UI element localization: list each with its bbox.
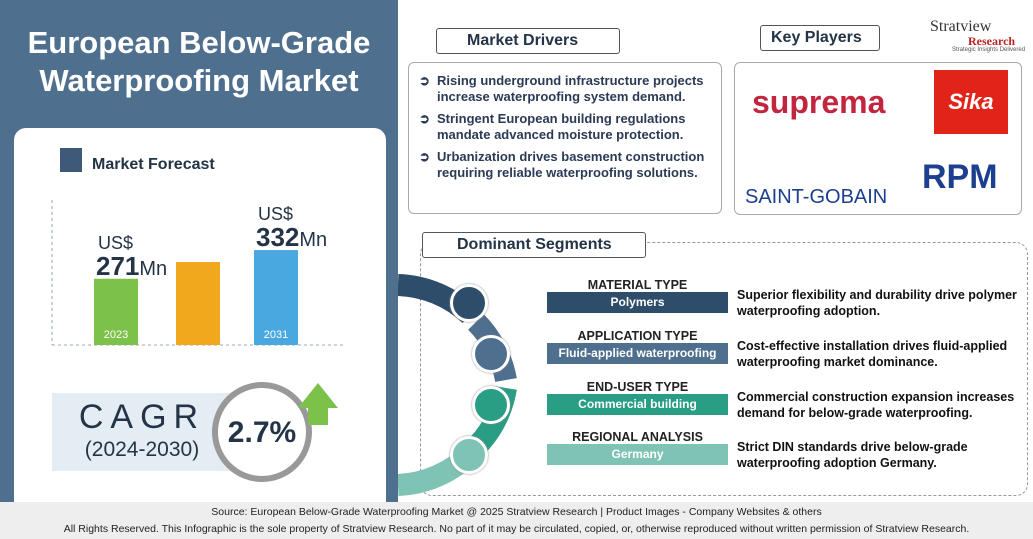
chart-icon [60,148,82,172]
currency: US$ [98,232,134,253]
bar-value: 332Mn [256,222,328,253]
segment-type: REGIONAL ANALYSIS [572,430,703,444]
bar-value: 271Mn [96,250,168,281]
arrow-icon [298,383,338,425]
source: Source: European Below-Grade Waterproofi… [211,506,822,518]
segment-value: Polymers [547,292,728,313]
segment-value: Germany [547,444,728,465]
forecast-heading: Market Forecast [92,156,215,173]
logo: suprema [752,84,886,120]
cagr-value: 2.7% [227,416,297,449]
segment-icon [472,335,510,373]
currency: US$ [258,204,294,225]
forecast-chart [51,148,345,482]
segment-value: Fluid-applied waterproofing [547,343,728,364]
segment-text: Commercial construction expansion increa… [737,390,1015,420]
logo: SAINT-GOBAIN [745,186,888,208]
segment-value: Commercial building [547,394,728,415]
logos-box [734,62,1022,215]
segment-type: MATERIAL TYPE [587,278,688,292]
cagr-box [52,393,232,471]
footer [0,502,1033,539]
segment-text: Cost-effective installation drives fluid… [737,339,1008,369]
segment-icon [450,436,488,474]
segment-type: END-USER TYPE [586,380,689,394]
cagr-ring [212,382,312,482]
unit: Mn [139,257,168,280]
players-heading: Key Players [760,25,880,51]
driver-item: Rising underground infrastructure projec… [415,73,715,105]
bar [254,250,298,345]
segments-outline [420,242,1028,496]
title: European Below-Grade Waterproofing Marke… [27,25,371,98]
segment-text: Superior flexibility and durability driv… [737,288,1017,318]
drivers-box: Rising underground infrastructure projec… [408,62,722,214]
driver-item: Stringent European building regulations … [415,111,715,143]
cagr-label: CAGR [78,398,206,436]
brand-tagline: Strategic Insights Delivered [952,47,1026,53]
bar-year: 2031 [263,329,289,341]
bar [94,278,138,345]
bar [176,262,220,345]
brand-name: Stratview [930,18,992,35]
bar-year: 2023 [103,329,129,341]
rights: All Rights Reserved. This Infographic is… [63,523,970,535]
segment-type: APPLICATION TYPE [577,329,698,343]
cagr-period: (2024-2030) [84,438,200,461]
drivers-heading: Market Drivers [436,28,620,54]
unit: Mn [299,229,328,252]
logo: RPM [922,158,998,196]
segment-icon [472,386,510,424]
segments-heading: Dominant Segments [422,232,646,258]
brand-sub: Research [968,34,1016,48]
logo: Sika [934,70,1008,134]
driver-item: Urbanization drives basement constructio… [415,149,715,181]
segment-text: Strict DIN standards drive below-grade w… [737,440,968,470]
segment-icon [450,284,488,322]
